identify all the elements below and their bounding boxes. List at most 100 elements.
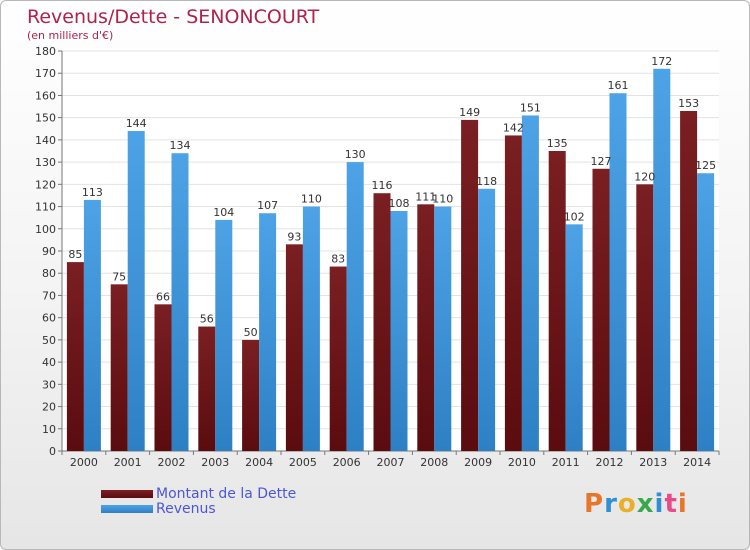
x-tick-label-2005: 2005: [289, 456, 317, 469]
chart-subtitle: (en milliers d'€): [27, 29, 114, 42]
data-label-debt-2002: 66: [156, 290, 170, 303]
x-tick-label-2000: 2000: [70, 456, 98, 469]
data-label-revenue-2008: 110: [432, 193, 453, 206]
data-label-revenue-2013: 172: [651, 55, 672, 68]
x-tick-label-2008: 2008: [420, 456, 448, 469]
logo-letter: t: [664, 489, 678, 519]
data-label-debt-2007: 116: [372, 179, 393, 192]
x-tick-label-2001: 2001: [114, 456, 142, 469]
data-label-revenue-2001: 144: [126, 117, 147, 130]
y-tick-label: 140: [35, 134, 56, 147]
logo-letter: P: [584, 489, 605, 519]
data-label-debt-2011: 135: [547, 137, 568, 150]
y-tick-label: 40: [42, 356, 56, 369]
x-tick-label-2014: 2014: [683, 456, 711, 469]
data-label-debt-2013: 120: [634, 170, 655, 183]
bar-debt-2009: [461, 119, 479, 451]
y-tick-label: 20: [42, 401, 56, 414]
x-tick-label-2002: 2002: [158, 456, 186, 469]
y-tick-label: 130: [35, 156, 56, 169]
y-tick-label: 180: [35, 45, 56, 58]
bar-debt-2000: [66, 262, 84, 451]
data-label-debt-2010: 142: [503, 121, 524, 134]
data-label-debt-2014: 153: [678, 97, 699, 110]
bar-debt-2011: [548, 151, 566, 451]
bar-debt-2013: [636, 184, 654, 452]
x-tick-label-2007: 2007: [377, 456, 405, 469]
data-label-debt-2005: 93: [287, 230, 301, 243]
bar-revenue-2003: [215, 219, 233, 451]
data-label-revenue-2005: 110: [301, 193, 322, 206]
data-label-revenue-2014: 125: [695, 159, 716, 172]
bar-revenue-2007: [390, 211, 408, 451]
bar-debt-2001: [110, 284, 128, 451]
y-tick-label: 30: [42, 378, 56, 391]
x-tick-label-2010: 2010: [508, 456, 536, 469]
bar-debt-2004: [242, 339, 260, 451]
data-label-revenue-2003: 104: [213, 206, 234, 219]
bar-revenue-2000: [83, 199, 101, 451]
legend-label-revenue: Revenus: [156, 501, 216, 517]
bar-debt-2006: [329, 266, 347, 451]
data-label-revenue-2000: 113: [82, 186, 103, 199]
y-tick-label: 90: [42, 245, 56, 258]
y-tick-label: 160: [35, 89, 56, 102]
x-tick-label-2012: 2012: [596, 456, 624, 469]
data-label-revenue-2004: 107: [257, 199, 278, 212]
x-tick-label-2009: 2009: [464, 456, 492, 469]
x-tick-label-2006: 2006: [333, 456, 361, 469]
bar-revenue-2004: [259, 213, 277, 451]
y-tick-label: 120: [35, 178, 56, 191]
y-tick-label: 110: [35, 201, 56, 214]
bar-debt-2012: [592, 168, 610, 451]
bar-revenue-2002: [171, 153, 189, 451]
x-tick-label-2004: 2004: [245, 456, 273, 469]
data-label-debt-2003: 56: [200, 313, 214, 326]
data-label-revenue-2007: 108: [389, 197, 410, 210]
logo-letter: i: [654, 489, 665, 519]
bar-revenue-2006: [346, 162, 364, 451]
bar-debt-2010: [504, 135, 522, 451]
bar-revenue-2001: [127, 131, 145, 451]
y-tick-label: 70: [42, 289, 56, 302]
bar-debt-2014: [680, 111, 698, 451]
y-tick-label: 80: [42, 267, 56, 280]
data-label-revenue-2002: 134: [170, 139, 191, 152]
logo-letter: i: [677, 489, 688, 519]
bar-debt-2007: [373, 193, 391, 451]
data-label-debt-2006: 83: [331, 253, 345, 266]
bar-debt-2003: [198, 326, 216, 451]
data-label-debt-2000: 85: [68, 248, 82, 261]
y-tick-label: 100: [35, 223, 56, 236]
legend-label-debt: Montant de la Dette: [156, 486, 297, 502]
data-label-debt-2009: 149: [459, 106, 480, 119]
logo-letter: o: [617, 489, 637, 519]
bar-debt-2005: [285, 244, 303, 451]
x-tick-label-2011: 2011: [552, 456, 580, 469]
y-tick-label: 50: [42, 334, 56, 347]
data-label-revenue-2006: 130: [345, 148, 366, 161]
bar-revenue-2012: [609, 93, 627, 451]
y-tick-label: 0: [49, 445, 56, 458]
x-tick-label-2013: 2013: [639, 456, 667, 469]
data-label-revenue-2011: 102: [564, 210, 585, 223]
legend-swatch-debt: [101, 490, 153, 498]
y-tick-label: 170: [35, 67, 56, 80]
data-label-debt-2004: 50: [244, 326, 258, 339]
bar-revenue-2010: [521, 115, 539, 451]
y-tick-label: 60: [42, 312, 56, 325]
data-label-debt-2012: 127: [591, 155, 612, 168]
data-label-revenue-2010: 151: [520, 101, 541, 114]
logo-letter: r: [604, 489, 618, 519]
legend-swatch-revenue: [101, 505, 153, 513]
bar-revenue-2013: [653, 68, 671, 452]
bar-revenue-2009: [478, 188, 496, 451]
bar-revenue-2014: [697, 173, 715, 451]
x-tick-label-2003: 2003: [201, 456, 229, 469]
logo-letter: x: [636, 489, 655, 519]
y-tick-label: 10: [42, 423, 56, 436]
chart-title: Revenus/Dette - SENONCOURT: [27, 6, 320, 28]
bar-revenue-2005: [302, 206, 320, 451]
bar-revenue-2008: [434, 206, 452, 451]
